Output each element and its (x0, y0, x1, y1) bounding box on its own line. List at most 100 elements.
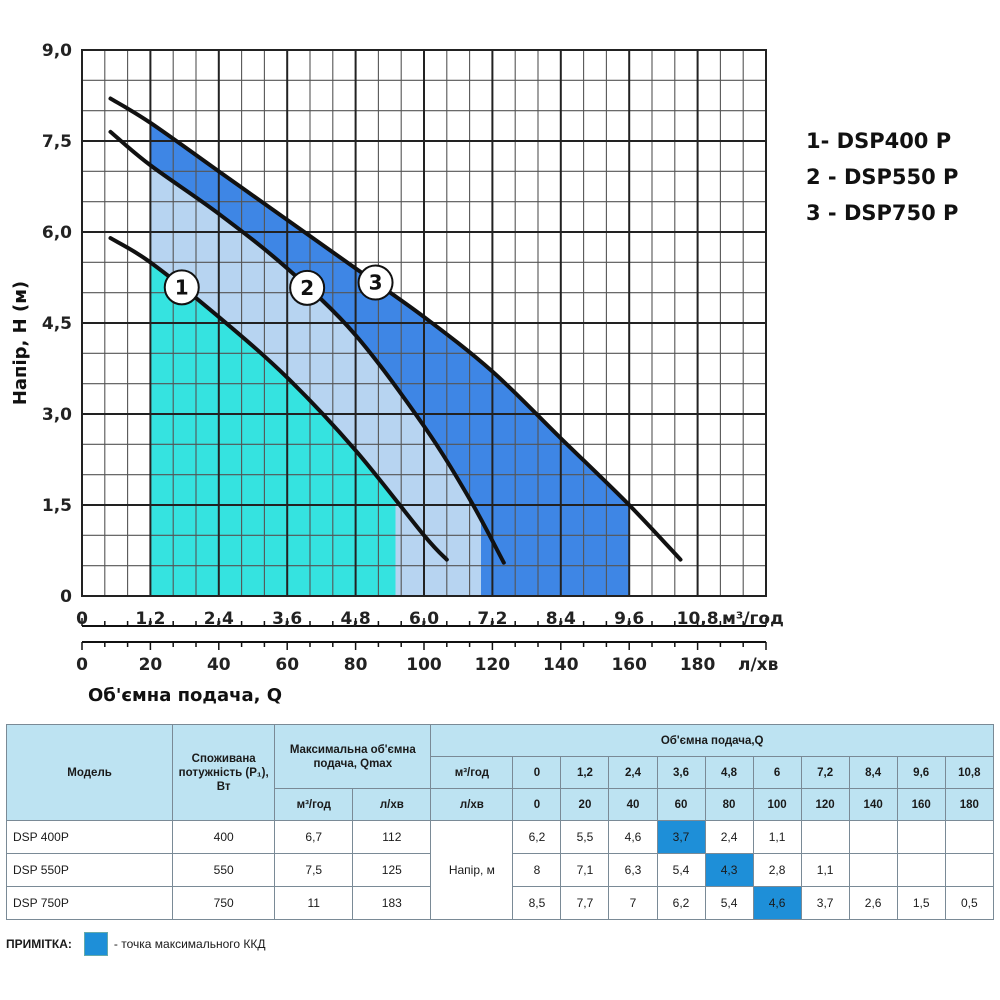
cell-head-max-efficiency: 3,7 (656, 820, 706, 854)
cell-model: DSP 750P (5, 886, 174, 920)
legend-item-2: 2 - DSP550 P (806, 165, 958, 189)
header-flow-lmin-value: 160 (896, 788, 946, 821)
header-qmax: Максимальна об'ємна подача, Qmax (274, 724, 432, 789)
x-tick-label-secondary: 60 (275, 655, 299, 675)
cell-qmax-lmin: 183 (352, 886, 432, 920)
x-tick-label-primary: 6,0 (409, 609, 439, 629)
y-tick-label: 7,5 (42, 132, 72, 152)
x-tick-label-primary: 10,8 (677, 609, 719, 629)
note-swatch (83, 932, 108, 956)
header-flow-lmin-value: 80 (704, 788, 754, 821)
header-flow-m3-value: 4,8 (704, 756, 754, 789)
y-tick-label: 6,0 (42, 223, 72, 243)
header-flow-lmin-value: 100 (752, 788, 802, 821)
y-tick-label: 9,0 (42, 41, 72, 61)
cell-head: 5,4 (656, 853, 706, 887)
cell-head: 8,5 (512, 886, 562, 920)
x-tick-label-secondary: 0 (76, 655, 88, 675)
header-flow-lmin-value: 120 (800, 788, 850, 821)
cell-qmax-m3: 7,5 (274, 853, 354, 887)
cell-head: 7,7 (560, 886, 610, 920)
header-qmax-lmin: л/хв (352, 788, 432, 821)
curve-1 (108, 236, 449, 562)
cell-head: 6,2 (656, 886, 706, 920)
pump-curve-chart: 1 2 3 0 1,5 3,0 4,5 6,0 7,5 9,0 Напір, H (м) 0 1,2 2… (10, 41, 958, 706)
x-tick-label-secondary: 160 (611, 655, 647, 675)
x-tick-label-secondary: 20 (139, 655, 163, 675)
cell-head: 6,2 (512, 820, 562, 854)
header-power: Споживана потужність (Р₁), Вт (172, 724, 276, 821)
x-tick-label-primary: 1,2 (135, 609, 165, 629)
header-flow-m3-value: 3,6 (656, 756, 706, 789)
plot-border (81, 49, 767, 597)
cell-head: 1,1 (752, 820, 802, 854)
header-row-flow-lmin: м³/год л/хв л/хв 0 20 40 60 80 100 120 140 160 18… (7, 788, 995, 821)
header-flow-lmin-value: 140 (848, 788, 898, 821)
cell-power: 750 (172, 886, 276, 920)
header-flow-lmin-label: л/хв (430, 788, 514, 821)
x-unit-primary: м³/год (722, 609, 784, 629)
cell-head: 7,1 (560, 853, 610, 887)
cell-head: 2,8 (752, 853, 802, 887)
x-tick-label-primary: 4,8 (341, 609, 371, 629)
y-axis-title: Напір, H (м) (10, 281, 31, 405)
header-qmax-m3: м³/год (274, 788, 354, 821)
header-flow-m3-value: 0 (512, 756, 562, 789)
cell-power: 400 (172, 820, 276, 854)
cell-power: 550 (172, 853, 276, 887)
header-row-flow-m3: м³/год 0 1,2 2,4 3,6 4,8 6 7,2 8,4 9,6 10,8 (7, 756, 995, 789)
cell-head: 4,6 (608, 820, 658, 854)
cell-head (896, 853, 946, 887)
curve-label-badge-1 (163, 269, 200, 306)
x-tick-label-secondary: 120 (475, 655, 511, 675)
header-flow-m3-value: 2,4 (608, 756, 658, 789)
cell-qmax-lmin: 125 (352, 853, 432, 887)
x-tick-label-primary: 0 (76, 609, 88, 629)
cell-qmax-lmin: 112 (352, 820, 432, 854)
header-flow-m3-value: 8,4 (848, 756, 898, 789)
fill-area-1 (150, 262, 396, 596)
header-flow-m3-value: 1,2 (560, 756, 610, 789)
y-tick-label: 0 (60, 587, 72, 607)
header-flow-lmin-value: 20 (560, 788, 610, 821)
x-tick-label-secondary: 140 (543, 655, 579, 675)
cell-qmax-m3: 11 (274, 886, 354, 920)
x-unit-secondary: л/хв (738, 655, 779, 675)
curve-label-badge-3 (357, 264, 394, 301)
curve-3 (108, 96, 683, 562)
note-text: - точка максимального ККД (113, 937, 266, 951)
header-flow-m3-value: 10,8 (944, 756, 995, 789)
table-row: DSP 550P 550 7,5 125 8 7,1 6,3 5,4 4,3 2,8 1,1 (5, 853, 995, 887)
x-tick-label-primary: 8,4 (546, 609, 576, 629)
y-tick-label: 4,5 (42, 314, 72, 334)
x-tick-label-secondary: 180 (680, 655, 716, 675)
x-tick-label-primary: 9,6 (614, 609, 644, 629)
note: ПРИМІТКА: - точка максимального ККД (6, 930, 266, 958)
x-tick-label-secondary: 40 (207, 655, 231, 675)
x-tick-label-secondary: 80 (344, 655, 368, 675)
header-flow-m3-label: м³/год (430, 756, 514, 789)
table-row: DSP 400P 400 6,7 112 Напір, м 6,2 5,5 4,6 3,7 2,4… (5, 820, 995, 920)
cell-head: 8 (512, 853, 562, 887)
x-tick-label-primary: 7,2 (477, 609, 507, 629)
header-flow-lmin-value: 60 (656, 788, 706, 821)
curve-label-3: 3 (369, 271, 383, 295)
cell-head: 7 (608, 886, 658, 920)
cell-head (848, 853, 898, 887)
cell-head-max-efficiency: 4,3 (704, 853, 754, 887)
cell-model: DSP 400P (5, 820, 174, 854)
header-row-1: Модель Споживана потужність (Р₁), Вт Мак… (5, 724, 994, 821)
cell-head: 6,3 (608, 853, 658, 887)
x-axis-title: Об'ємна подача, Q (88, 685, 282, 706)
header-flow-lmin-value: 40 (608, 788, 658, 821)
cell-head: 2,4 (704, 820, 754, 854)
cell-qmax-m3: 6,7 (274, 820, 354, 854)
header-flow-m3-value: 9,6 (896, 756, 946, 789)
header-model: Модель (5, 724, 174, 821)
cell-head (944, 820, 995, 854)
cell-head (944, 853, 995, 887)
cell-head: 1,5 (896, 886, 946, 920)
x-tick-label-secondary: 100 (406, 655, 442, 675)
x-tick-label-primary: 2,4 (204, 609, 234, 629)
curve-2 (108, 129, 506, 565)
